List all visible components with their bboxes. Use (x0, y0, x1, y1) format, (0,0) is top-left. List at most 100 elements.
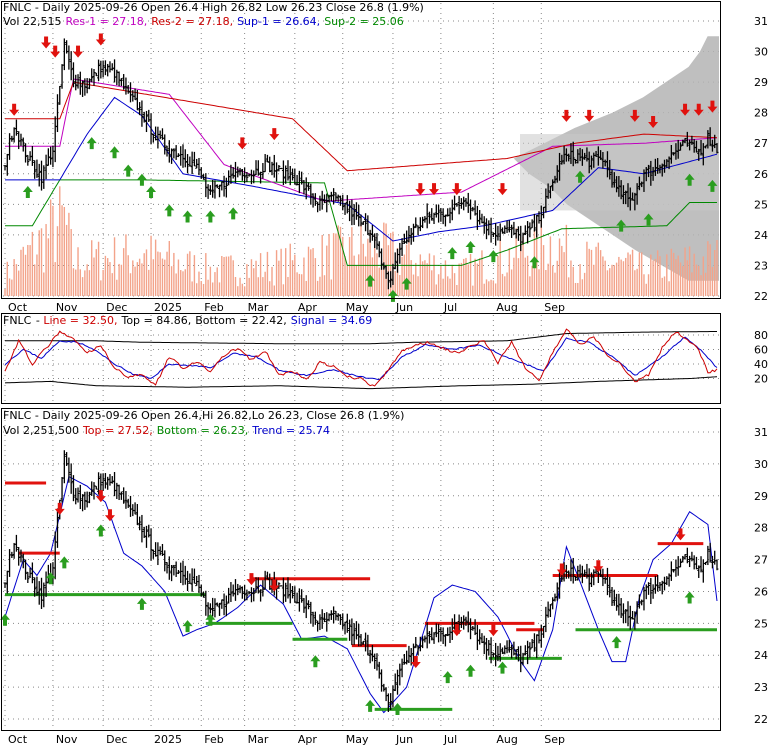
sell-arrow (410, 655, 421, 668)
buy-arrow (684, 173, 695, 186)
buy-arrow (86, 137, 97, 150)
sup2-line (5, 179, 717, 266)
sell-arrow (429, 183, 440, 196)
xtick-label: Dec (106, 733, 127, 745)
buy-arrow (109, 146, 120, 159)
xtick-label: Apr (298, 733, 318, 745)
xtick-label: Feb (204, 733, 223, 745)
xtick-label: Jun (395, 301, 413, 314)
sell-arrow (54, 502, 65, 515)
panel3-ytick: 23 (754, 681, 768, 694)
panel3-ytick: 25 (754, 617, 768, 630)
panel3-ytick: 31 (754, 426, 768, 439)
buy-arrow (365, 699, 376, 712)
stoch-line (4, 328, 718, 387)
sell-arrow (497, 183, 508, 196)
buy-arrow (136, 173, 147, 186)
buy-arrow (684, 591, 695, 604)
buy-arrow (401, 277, 412, 290)
buy-arrow (205, 210, 216, 223)
buy-arrow (146, 186, 157, 198)
buy-arrow (164, 204, 175, 217)
x-axis: Oct Oct Nov Nov Dec Dec 2025 2025 Feb Feb Mar Mar Ap… (8, 301, 565, 745)
buy-arrow (387, 289, 398, 302)
buy-arrow (365, 274, 376, 287)
sell-arrow (593, 560, 604, 573)
panel2-border (1, 313, 721, 404)
panel2-ytick: 60 (754, 344, 768, 357)
buy-arrow (465, 241, 476, 253)
sell-arrow (556, 563, 567, 576)
sell-arrow (41, 36, 52, 49)
panel3-ytick: 29 (754, 490, 768, 503)
sell-arrow (451, 183, 462, 196)
panel1-title: FNLC - Daily 2025-09-26 Open 26.4 High 2… (3, 1, 424, 14)
panel3-ytick: 26 (754, 585, 768, 598)
sell-arrow (237, 137, 248, 150)
panel1-border (1, 1, 721, 299)
xtick-label: Mar (248, 733, 269, 745)
buy-arrow (529, 256, 540, 269)
sell-arrow (50, 45, 61, 58)
xtick-label: May (346, 733, 369, 745)
buy-arrow (447, 247, 458, 260)
buy-arrow (182, 620, 193, 633)
buy-arrow (310, 655, 321, 668)
sell-arrow (73, 45, 84, 58)
panel3-ytick: 30 (754, 458, 768, 471)
sell-arrow (95, 490, 106, 503)
xtick-label: 2025 (154, 301, 182, 314)
signal-line (4, 336, 718, 381)
panel2-ytick: 20 (754, 373, 768, 386)
xtick-label: Aug (496, 733, 517, 745)
panel3-ytick: 27 (754, 554, 768, 567)
res2-line (5, 81, 718, 172)
panel3-ytick: 22 (754, 713, 768, 726)
price-panel: 22 23 24 25 26 27 28 29 30 31 (1, 1, 768, 303)
panel1-ytick: 25 (754, 198, 768, 211)
sell-arrow (693, 103, 704, 116)
volume-profile-band (520, 134, 719, 211)
sell-arrow (675, 528, 686, 541)
panel2-ytick: 80 (754, 329, 768, 342)
trend-panel: 22 23 24 25 26 27 28 29 30 31 (0, 408, 768, 731)
panel1-ytick: 22 (754, 290, 768, 303)
buy-arrow (465, 664, 476, 677)
sell-arrow (104, 509, 115, 522)
sell-arrow (415, 183, 426, 196)
buy-arrow (95, 524, 106, 537)
panel1-legend: Vol 22,515 Res-1 = 27.18, Res-2 = 27.18, Su… (3, 15, 404, 28)
sell-arrow (269, 579, 280, 592)
sell-arrow (246, 573, 257, 586)
panel2-ytick: 40 (754, 358, 768, 371)
xtick-label: Oct (8, 301, 28, 314)
buy-arrow (643, 213, 654, 226)
buy-arrow (59, 556, 70, 569)
xtick-label: Jul (443, 733, 457, 745)
sell-arrow (95, 33, 106, 46)
xtick-label: Sep (544, 301, 565, 314)
xtick-label: Jul (443, 301, 457, 314)
panel1-ytick: 27 (754, 137, 768, 150)
top-line (5, 331, 717, 345)
panel1-ytick: 31 (754, 15, 768, 28)
buy-arrow (182, 210, 193, 223)
sell-arrow (269, 128, 280, 141)
bottom-line (4, 376, 718, 390)
panel1-ytick: 24 (754, 229, 768, 242)
sell-arrow (629, 109, 640, 122)
buy-arrow (707, 179, 718, 192)
panel3-ytick: 28 (754, 522, 768, 535)
panel1-ytick: 23 (754, 259, 768, 272)
buy-arrow (136, 597, 147, 610)
panel1-ytick: 30 (754, 46, 768, 59)
xtick-label: Feb (204, 301, 223, 314)
xtick-label: Aug (496, 301, 517, 314)
xtick-label: 2025 (154, 733, 182, 745)
sell-arrow (584, 109, 595, 122)
panel3-border (1, 408, 721, 731)
buy-arrow (0, 613, 10, 626)
buy-arrow (611, 636, 622, 649)
